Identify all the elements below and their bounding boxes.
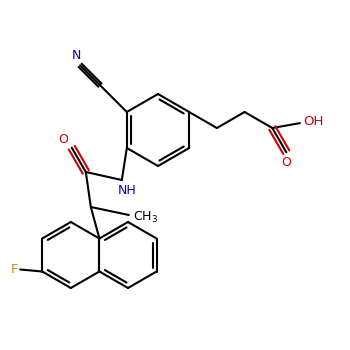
- Text: O: O: [281, 156, 291, 169]
- Text: NH: NH: [118, 184, 136, 197]
- Text: N: N: [71, 49, 81, 62]
- Text: CH$_3$: CH$_3$: [133, 209, 158, 225]
- Text: O: O: [58, 133, 68, 146]
- Text: OH: OH: [304, 115, 324, 128]
- Text: F: F: [11, 263, 18, 276]
